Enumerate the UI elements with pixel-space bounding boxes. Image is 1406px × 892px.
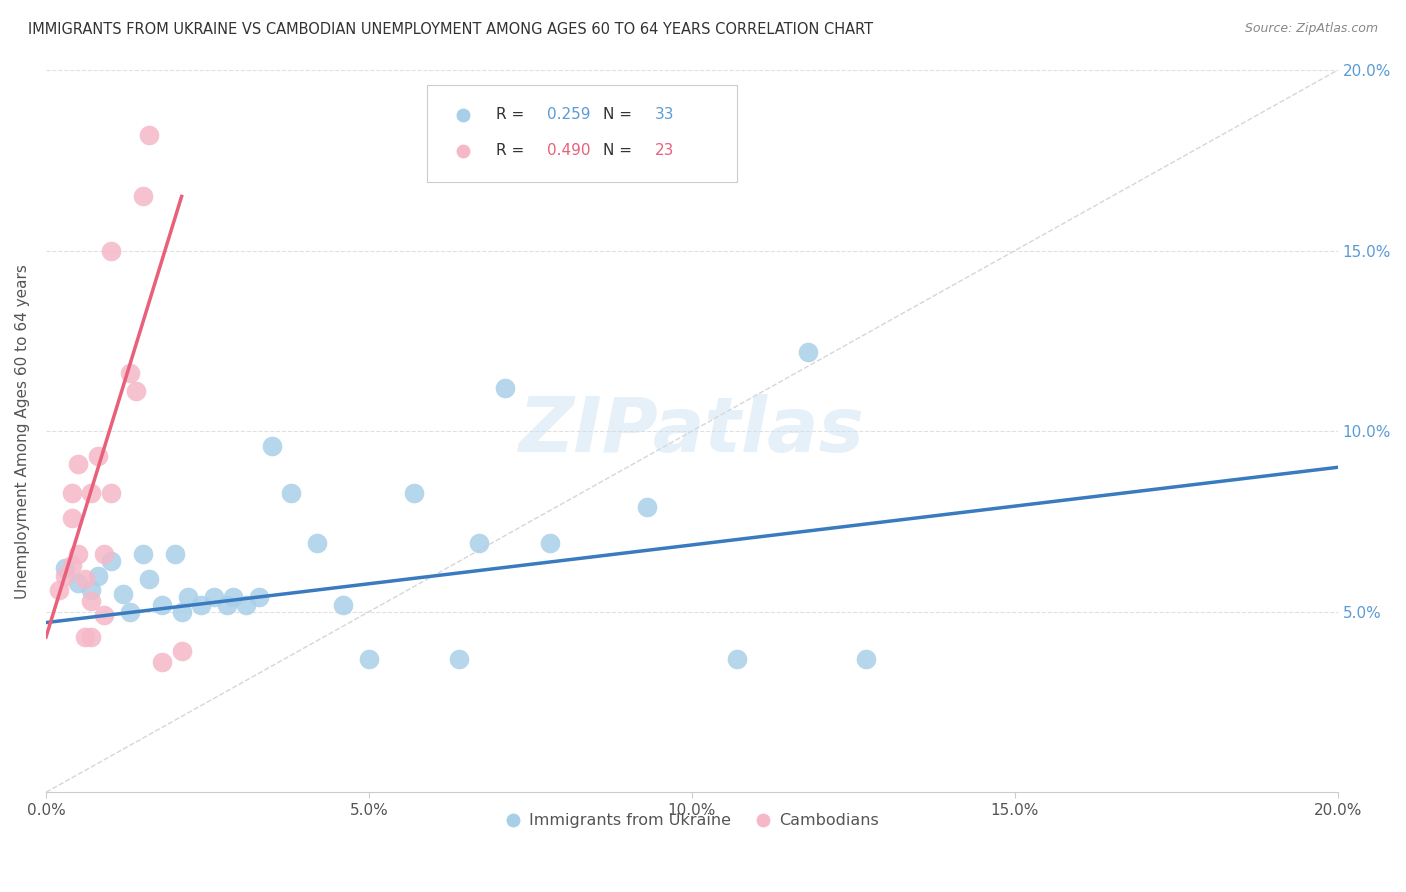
Text: ZIPatlas: ZIPatlas bbox=[519, 394, 865, 468]
Point bbox=[118, 367, 141, 381]
Text: IMMIGRANTS FROM UKRAINE VS CAMBODIAN UNEMPLOYMENT AMONG AGES 60 TO 64 YEARS CORR: IMMIGRANTS FROM UKRAINE VS CAMBODIAN UNE… bbox=[28, 22, 873, 37]
Text: Source: ZipAtlas.com: Source: ZipAtlas.com bbox=[1244, 22, 1378, 36]
Point bbox=[170, 644, 193, 658]
Point bbox=[80, 630, 103, 644]
Point bbox=[48, 583, 70, 598]
Point bbox=[247, 591, 270, 605]
Point bbox=[80, 485, 103, 500]
Point bbox=[80, 583, 103, 598]
Point bbox=[112, 587, 135, 601]
Point bbox=[636, 500, 658, 514]
Point bbox=[86, 568, 108, 582]
Point bbox=[100, 554, 122, 568]
Point bbox=[215, 598, 238, 612]
Point bbox=[60, 511, 83, 525]
Point bbox=[86, 450, 108, 464]
Point bbox=[797, 344, 820, 359]
Point bbox=[855, 651, 877, 665]
Point bbox=[222, 591, 245, 605]
Point bbox=[60, 485, 83, 500]
Text: 0.490: 0.490 bbox=[547, 144, 591, 159]
Text: 23: 23 bbox=[654, 144, 673, 159]
Point bbox=[494, 381, 516, 395]
FancyBboxPatch shape bbox=[427, 85, 737, 182]
Text: R =: R = bbox=[495, 144, 529, 159]
Text: N =: N = bbox=[603, 144, 637, 159]
Point bbox=[132, 547, 155, 561]
Point bbox=[357, 651, 380, 665]
Point bbox=[93, 547, 115, 561]
Point bbox=[60, 558, 83, 572]
Point bbox=[93, 608, 115, 623]
Point bbox=[53, 561, 76, 575]
Point bbox=[53, 568, 76, 582]
Point bbox=[67, 547, 90, 561]
Point bbox=[138, 572, 160, 586]
Text: 0.259: 0.259 bbox=[547, 107, 591, 122]
Point bbox=[100, 485, 122, 500]
Point bbox=[165, 547, 187, 561]
Point bbox=[67, 575, 90, 590]
Point bbox=[177, 591, 200, 605]
Point bbox=[404, 485, 426, 500]
Point bbox=[725, 651, 748, 665]
Point bbox=[138, 128, 160, 142]
Y-axis label: Unemployment Among Ages 60 to 64 years: Unemployment Among Ages 60 to 64 years bbox=[15, 264, 30, 599]
Point bbox=[538, 536, 561, 550]
Text: R =: R = bbox=[495, 107, 529, 122]
Point bbox=[280, 485, 302, 500]
Point bbox=[467, 536, 489, 550]
Text: N =: N = bbox=[603, 107, 637, 122]
Point bbox=[73, 572, 96, 586]
Point bbox=[202, 591, 225, 605]
Point bbox=[307, 536, 329, 550]
Point bbox=[190, 598, 212, 612]
Point bbox=[132, 189, 155, 203]
Point bbox=[170, 605, 193, 619]
Point bbox=[73, 630, 96, 644]
Point bbox=[235, 598, 257, 612]
Legend: Immigrants from Ukraine, Cambodians: Immigrants from Ukraine, Cambodians bbox=[499, 807, 884, 835]
Point bbox=[125, 384, 148, 399]
Point bbox=[150, 655, 173, 669]
Point bbox=[67, 457, 90, 471]
Point bbox=[100, 244, 122, 258]
Point bbox=[150, 598, 173, 612]
Point bbox=[260, 439, 283, 453]
Text: 33: 33 bbox=[654, 107, 673, 122]
Point bbox=[332, 598, 354, 612]
Point bbox=[449, 651, 471, 665]
Point bbox=[118, 605, 141, 619]
Point bbox=[80, 594, 103, 608]
